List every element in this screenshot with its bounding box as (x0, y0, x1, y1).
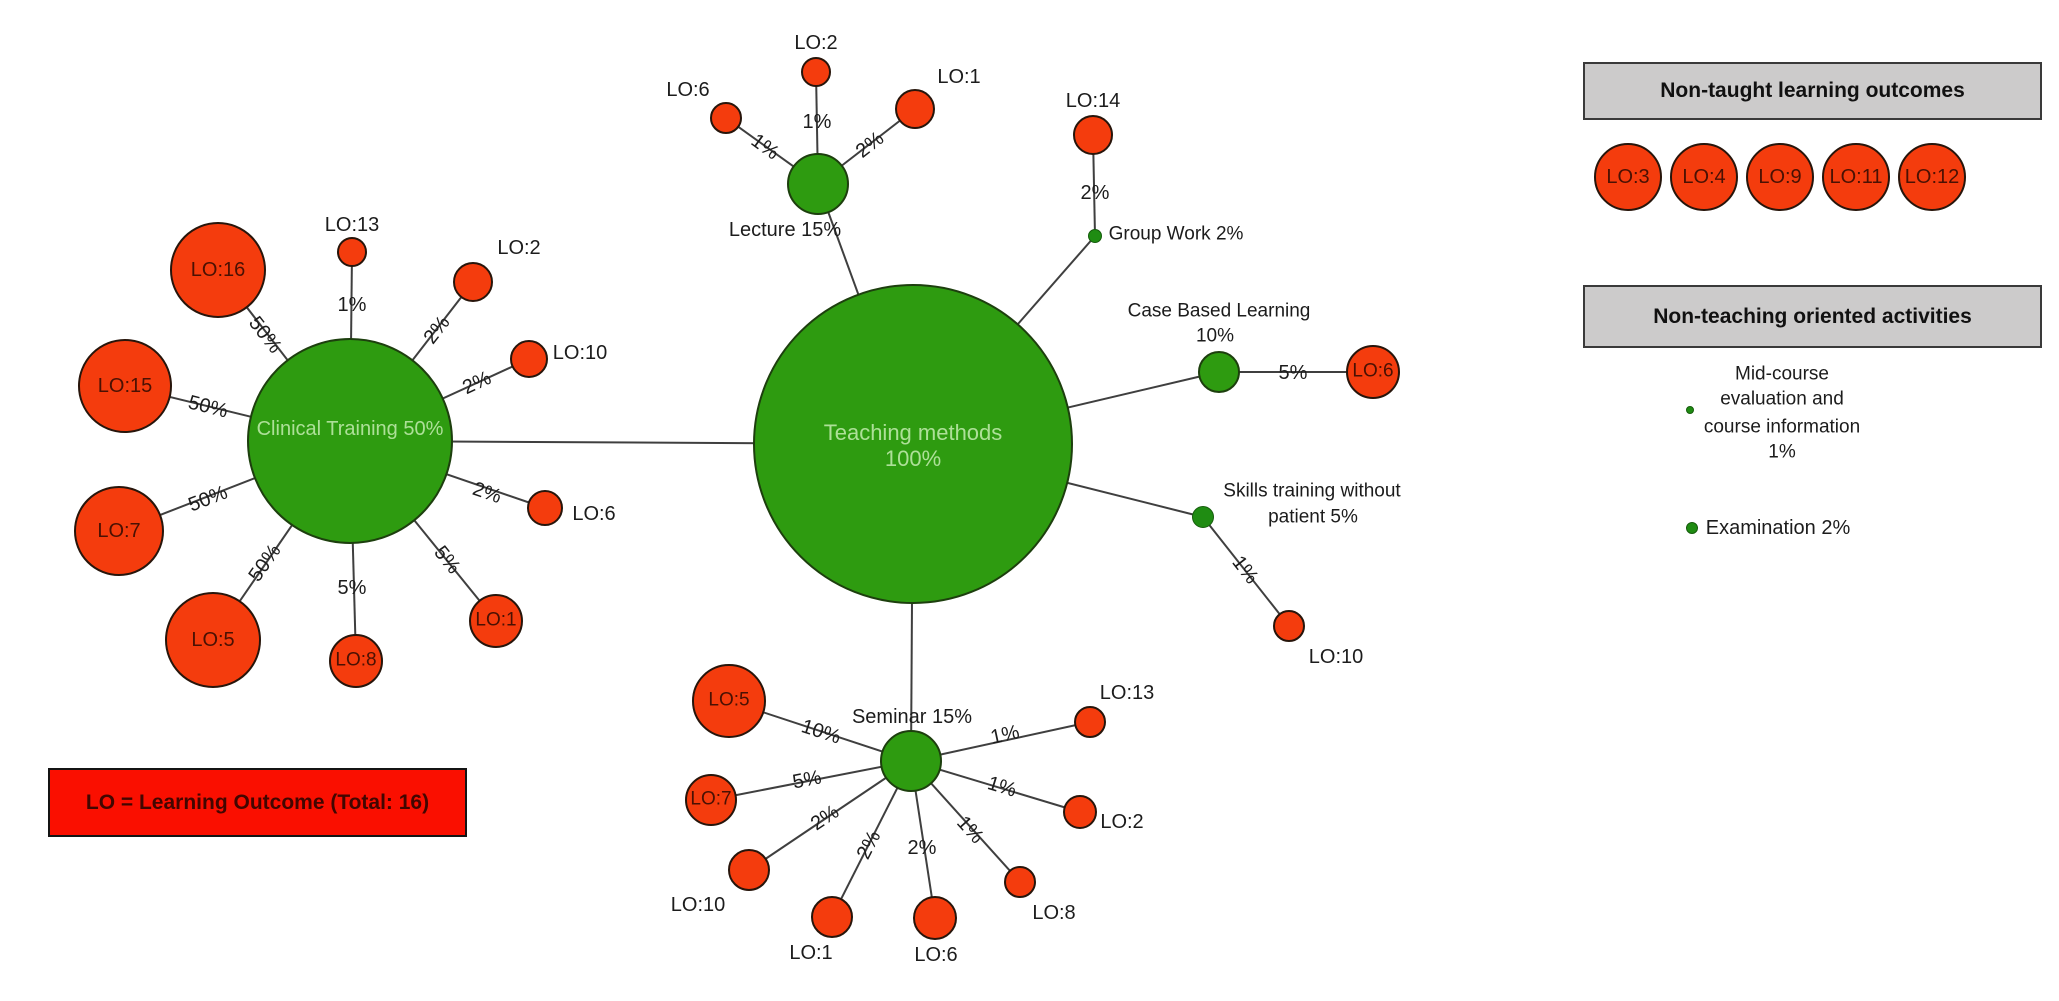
lecture-lo-label-1: LO:2 (794, 32, 838, 54)
node-group_work-lo-0 (1073, 115, 1113, 155)
seminar-lo-label-3: LO:1 (789, 942, 833, 964)
node-seminar-lo-5 (1004, 866, 1036, 898)
clinical-lo-label-0: LO:16 (190, 259, 246, 281)
group_work-edge-pct-0: 2% (1080, 182, 1110, 204)
clinical-lo-label-1: LO:13 (324, 214, 380, 236)
mid-course-line-0: Mid-course (1735, 363, 1829, 385)
skills-lo-label-0: LO:10 (1308, 646, 1364, 668)
seminar-lo-label-1: LO:7 (690, 788, 732, 810)
case_based-label-line-0: Case Based Learning (1127, 300, 1311, 322)
node-lecture-lo-2 (895, 89, 935, 129)
group_work-label: Group Work 2% (1108, 223, 1244, 245)
legend-text: LO = Learning Outcome (Total: 16) (85, 790, 430, 814)
mid-course-dot (1686, 406, 1694, 414)
node-clinical-lo-3 (510, 340, 548, 378)
seminar-lo-label-4: LO:6 (914, 944, 958, 966)
lecture-lo-label-2: LO:1 (937, 66, 981, 88)
node-case_based-lo-0 (1346, 345, 1400, 399)
case_based-lo-label-0: LO:6 (1352, 360, 1394, 382)
clinical-lo-label-8: LO:8 (335, 649, 377, 671)
seminar-label: Seminar 15% (851, 706, 973, 728)
non-taught-lo-circle-3 (1822, 143, 1890, 211)
node-clinical-lo-8 (329, 634, 383, 688)
clinical-lo-label-5: LO:7 (97, 520, 141, 542)
non-taught-lo-circle-0 (1594, 143, 1662, 211)
seminar-edge-pct-4: 2% (907, 837, 937, 859)
panel-non-taught-title: Non-taught learning outcomes (1660, 79, 1965, 102)
clinical-lo-label-9: LO:1 (475, 609, 517, 631)
mid-course-line-3: 1% (1768, 441, 1796, 463)
case_based-edge-pct-0: 5% (1278, 362, 1308, 384)
clinical-lo-label-4: LO:15 (97, 375, 153, 397)
legend-box: LO = Learning Outcome (Total: 16) (48, 768, 467, 837)
non-taught-lo-circle-1 (1670, 143, 1738, 211)
clinical-lo-label-6: LO:6 (572, 503, 616, 525)
group_work-lo-label-0: LO:14 (1065, 90, 1121, 112)
seminar-lo-label-7: LO:13 (1099, 682, 1155, 704)
clinical-lo-label-7: LO:5 (191, 629, 235, 651)
node-group_work (1088, 229, 1102, 243)
lecture-label: Lecture 15% (728, 219, 842, 241)
mid-course-line-1: evaluation and (1720, 388, 1844, 410)
node-clinical-lo-4 (78, 339, 172, 433)
node-skills (1192, 506, 1214, 528)
clinical-label: Clinical Training 50% (256, 418, 444, 440)
node-seminar-lo-1 (685, 774, 737, 826)
clinical-lo-label-2: LO:2 (497, 237, 541, 259)
node-lecture (787, 153, 849, 215)
skills-label-line-1: patient 5% (1268, 506, 1358, 528)
clinical-edge-pct-8: 5% (337, 577, 367, 599)
node-clinical-lo-2 (453, 262, 493, 302)
node-seminar-lo-2 (728, 849, 770, 891)
edge-seminar-2 (748, 760, 912, 871)
node-lecture-lo-0 (710, 102, 742, 134)
node-seminar (880, 730, 942, 792)
node-clinical-lo-0 (170, 222, 266, 318)
non-taught-lo-label-2: LO:9 (1758, 166, 1802, 188)
node-clinical (247, 338, 453, 544)
node-seminar-lo-3 (811, 896, 853, 938)
panel-non-teaching-header: Non-teaching oriented activities (1583, 285, 2042, 348)
node-skills-lo-0 (1273, 610, 1305, 642)
non-taught-lo-circle-4 (1898, 143, 1966, 211)
node-teaching-methods (753, 284, 1073, 604)
node-seminar-lo-7 (1074, 706, 1106, 738)
node-seminar-lo-0 (692, 664, 766, 738)
teaching-methods-label: Teaching methods (823, 419, 1003, 445)
case_based-label-line-1: 10% (1195, 325, 1235, 347)
node-clinical-lo-6 (527, 490, 563, 526)
clinical-edge-pct-1: 1% (337, 294, 367, 316)
node-clinical-lo-1 (337, 237, 367, 267)
clinical-lo-label-3: LO:10 (552, 342, 608, 364)
mid-course-line-2: course information (1703, 416, 1861, 438)
examination-dot (1686, 522, 1698, 534)
examination-label: Examination 2% (1705, 517, 1851, 539)
skills-label-line-0: Skills training without (1223, 480, 1401, 502)
seminar-lo-label-0: LO:5 (708, 689, 750, 711)
node-clinical-lo-9 (469, 594, 523, 648)
non-taught-lo-label-3: LO:11 (1829, 166, 1883, 188)
node-seminar-lo-4 (913, 896, 957, 940)
non-taught-lo-circle-2 (1746, 143, 1814, 211)
node-case_based (1198, 351, 1240, 393)
lecture-lo-label-0: LO:6 (666, 79, 710, 101)
lecture-edge-pct-1: 1% (802, 111, 832, 133)
node-clinical-lo-5 (74, 486, 164, 576)
panel-non-teaching-title: Non-teaching oriented activities (1653, 304, 1972, 328)
node-seminar-lo-6 (1063, 795, 1097, 829)
teaching-methods-pct: 100% (884, 445, 942, 471)
panel-non-taught-header: Non-taught learning outcomes (1583, 62, 2042, 120)
node-lecture-lo-1 (801, 57, 831, 87)
seminar-lo-label-6: LO:2 (1100, 811, 1144, 833)
seminar-lo-label-2: LO:10 (670, 894, 726, 916)
edge-seminar-1 (710, 760, 912, 801)
non-taught-lo-label-4: LO:12 (1904, 166, 1960, 188)
edge-skills-0 (1202, 516, 1290, 627)
non-taught-lo-label-1: LO:4 (1682, 166, 1726, 188)
node-clinical-lo-7 (165, 592, 261, 688)
seminar-lo-label-5: LO:8 (1032, 902, 1076, 924)
non-taught-lo-label-0: LO:3 (1606, 166, 1650, 188)
